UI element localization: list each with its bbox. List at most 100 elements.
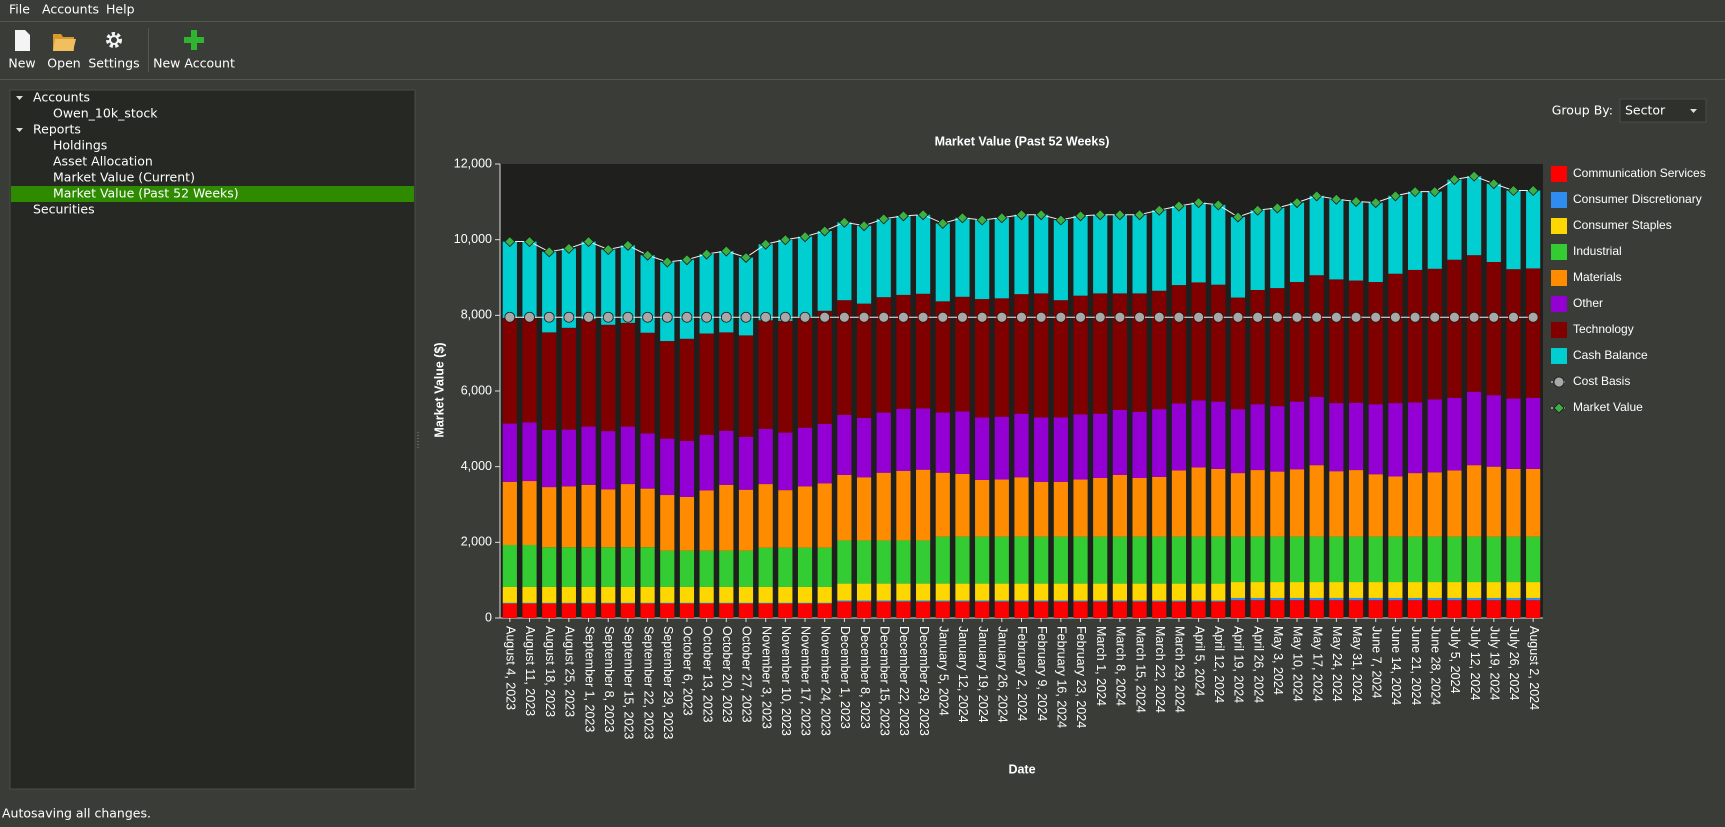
bar-segment xyxy=(1309,465,1324,537)
bar-segment xyxy=(1211,401,1226,469)
x-tick-label: March 22, 2024 xyxy=(1153,626,1167,713)
bar-segment xyxy=(1250,582,1265,598)
bar-segment xyxy=(1034,600,1049,602)
x-tick-label: October 27, 2023 xyxy=(740,626,754,723)
line-marker xyxy=(582,235,595,248)
x-tick-label: June 14, 2024 xyxy=(1389,626,1403,705)
bar-segment xyxy=(955,411,970,474)
bar-segment xyxy=(1053,417,1068,482)
bar-segment xyxy=(1014,294,1029,414)
line-marker xyxy=(1409,186,1421,198)
tree-item[interactable]: Reports xyxy=(33,122,81,137)
bar-segment xyxy=(1329,199,1344,280)
bar-segment xyxy=(955,600,970,602)
tree-item[interactable]: Securities xyxy=(33,202,95,217)
expand-arrow[interactable] xyxy=(16,128,23,132)
bar-segment xyxy=(1230,216,1246,298)
bar-segment xyxy=(542,487,557,548)
expand-arrow[interactable] xyxy=(16,96,23,100)
bar-segment xyxy=(522,586,537,603)
bar-segment xyxy=(660,438,675,496)
bar-segment xyxy=(1289,282,1305,402)
bar-segment xyxy=(856,225,872,304)
bar-segment xyxy=(1014,413,1029,478)
bar-segment xyxy=(1171,403,1187,471)
x-tick-label: May 17, 2024 xyxy=(1310,626,1324,702)
bar-segment xyxy=(1467,391,1482,466)
toolbar-button[interactable]: Open xyxy=(47,34,81,71)
bar-segment xyxy=(1368,282,1383,405)
tree-item[interactable]: Owen_10k_stock xyxy=(53,106,158,121)
y-tick-label: 10,000 xyxy=(454,232,492,246)
x-tick-label: February 9, 2024 xyxy=(1035,626,1049,721)
bar-segment xyxy=(916,601,931,618)
x-tick-label: September 22, 2023 xyxy=(641,626,655,739)
bar-segment xyxy=(1368,202,1383,283)
bar-segment xyxy=(679,603,695,618)
menu-item[interactable]: Help xyxy=(106,2,135,17)
line-marker xyxy=(642,311,653,323)
bar-segment xyxy=(1073,536,1088,584)
bar-segment xyxy=(1112,409,1127,475)
bar-segment xyxy=(522,241,537,318)
bar-segment xyxy=(502,602,517,604)
bar-segment xyxy=(679,586,695,603)
bar-segment xyxy=(896,601,911,618)
bar-segment xyxy=(738,489,754,551)
bar-segment xyxy=(719,586,734,603)
y-tick-label: 4,000 xyxy=(461,459,492,473)
bar-segment xyxy=(837,474,852,541)
bar-segment xyxy=(1486,466,1501,537)
bar-segment xyxy=(1329,597,1344,601)
bar-segment xyxy=(561,602,576,604)
bar-segment xyxy=(660,586,675,603)
bar-segment xyxy=(916,540,931,584)
bar-segment xyxy=(758,428,773,485)
tree-item[interactable]: Holdings xyxy=(53,138,107,153)
line-marker xyxy=(1153,311,1165,323)
bar-segment xyxy=(1368,600,1383,618)
bar-segment xyxy=(1526,190,1541,269)
bar-segment xyxy=(1506,269,1521,399)
group-by-dropdown[interactable]: Sector xyxy=(1619,98,1707,123)
line-marker xyxy=(701,248,713,260)
tree-item[interactable]: Market Value (Current) xyxy=(53,170,195,185)
x-tick-label: November 24, 2023 xyxy=(818,626,832,736)
bar-segment xyxy=(1152,476,1167,537)
bar-segment xyxy=(1053,219,1068,301)
group-by-label: Group By: xyxy=(1552,103,1613,118)
bar-segment xyxy=(542,586,557,603)
toolbar-button[interactable]: Settings xyxy=(88,32,140,71)
line-marker xyxy=(583,311,594,323)
bar-segment xyxy=(1486,582,1501,598)
line-marker xyxy=(1488,178,1500,190)
toolbar-button[interactable]: New xyxy=(8,30,36,71)
line-marker xyxy=(1370,311,1382,323)
tree-item[interactable]: Market Value (Past 52 Weeks) xyxy=(53,186,239,201)
line-marker xyxy=(799,231,811,243)
tree-item[interactable]: Asset Allocation xyxy=(53,154,153,169)
bar-segment xyxy=(601,249,616,325)
bar-segment xyxy=(758,602,773,604)
bar-segment xyxy=(522,602,537,604)
bar-segment xyxy=(955,583,970,601)
bar-segment xyxy=(994,601,1009,618)
menu-item[interactable]: File xyxy=(9,2,30,17)
bar-segment xyxy=(1230,597,1246,601)
bar-segment xyxy=(1014,583,1029,601)
bar-segment xyxy=(1230,297,1246,410)
bar-segment xyxy=(817,586,832,603)
line-marker xyxy=(878,213,890,225)
menu-item[interactable]: Accounts xyxy=(42,2,99,17)
bar-segment xyxy=(1467,597,1482,601)
toolbar-button[interactable]: New Account xyxy=(153,30,235,71)
line-marker xyxy=(1350,311,1362,323)
x-tick-label: October 13, 2023 xyxy=(700,626,714,723)
line-marker xyxy=(1212,199,1224,211)
bar-segment xyxy=(1152,210,1167,291)
line-marker xyxy=(1015,209,1028,221)
bar-segment xyxy=(1388,403,1403,477)
tree-item[interactable]: Accounts xyxy=(33,90,90,105)
bar-segment xyxy=(1348,470,1364,537)
bar-segment xyxy=(1112,601,1127,618)
